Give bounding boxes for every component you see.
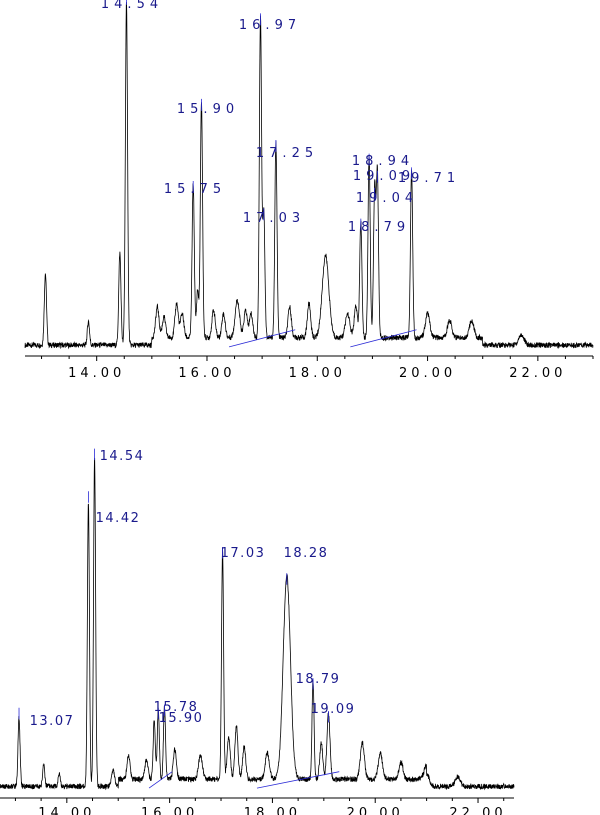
- x-tick-label: 18.00: [289, 366, 346, 381]
- peak-label: 19.09: [353, 169, 415, 184]
- peak-label: 19.09: [311, 702, 356, 717]
- peak-label: 18.28: [284, 546, 329, 561]
- x-tick-label: 16.00: [141, 806, 198, 815]
- peak-label: 19.71: [398, 171, 460, 186]
- integration-baseline: [256, 771, 340, 789]
- peak-label: 17.25: [256, 146, 318, 161]
- peak-label: 13.07: [30, 714, 75, 729]
- peak-label: 15.75: [164, 182, 226, 197]
- chromatogram-bottom: 14.00 16.00 18.00 20.00 22.00 13.07 14.42 14.54…: [0, 448, 515, 815]
- x-tick-label: 18.00: [244, 806, 301, 815]
- peak-label: 18.79: [296, 672, 341, 687]
- peak-label: 15.90: [177, 102, 239, 117]
- peak-label: 14.42: [96, 511, 141, 526]
- chromatogram-trace: [24, 2, 594, 350]
- chromatogram-top: 14.00 16.00 18.00 20.00 22.00 14.54 15.75 15.90…: [24, 0, 594, 381]
- peak-label: 17.03: [243, 211, 305, 226]
- chromatogram-trace: [0, 457, 515, 791]
- x-tick-label: 22.00: [449, 806, 506, 815]
- x-tick-label: 14.00: [38, 806, 95, 815]
- x-tick-label: 20.00: [347, 806, 404, 815]
- peak-label: 18.94: [352, 154, 414, 169]
- peak-label: 18.79: [348, 220, 410, 235]
- integration-baseline: [350, 329, 417, 348]
- integration-baseline: [148, 771, 173, 789]
- x-tick-label: 20.00: [399, 366, 456, 381]
- peak-label: 19.04: [356, 191, 418, 206]
- x-tick-label: 22.00: [509, 366, 566, 381]
- x-tick-label: 16.00: [178, 366, 235, 381]
- peak-label: 14.54: [100, 449, 145, 464]
- peak-label: 14.54: [101, 0, 163, 12]
- peak-label: 16.97: [239, 18, 301, 33]
- integration-baseline: [228, 329, 296, 348]
- peak-label: 17.03: [221, 546, 266, 561]
- peak-label: 15.90: [159, 711, 204, 726]
- x-tick-label: 14.00: [68, 366, 125, 381]
